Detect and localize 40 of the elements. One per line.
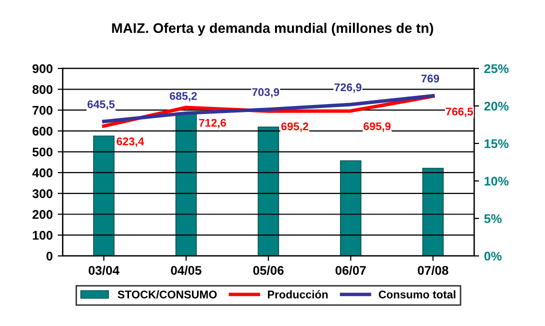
legend-label: Producción [268, 290, 328, 298]
data-label: 712,6 [199, 118, 226, 128]
bar [93, 136, 114, 256]
y-tick-label: 400 [32, 168, 52, 178]
bar [340, 160, 362, 256]
x-tick-label: 07/08 [418, 266, 448, 275]
y-tick-label: 300 [32, 189, 52, 198]
y-tick-label: 600 [32, 126, 52, 136]
y-tick-label: 900 [32, 64, 52, 74]
y2-tick-label: 5% [484, 214, 502, 224]
y-tick-label: 500 [32, 148, 52, 156]
data-label: 623,4 [116, 137, 144, 147]
data-label: 685,2 [170, 92, 197, 102]
y2-tick-label: 15% [484, 139, 509, 148]
y-tick-label: 200 [32, 210, 52, 219]
x-tick-label: 04/05 [170, 266, 202, 275]
data-label: 645,5 [88, 100, 115, 110]
x-tick-label: 05/06 [253, 266, 284, 275]
data-label: 726,9 [334, 83, 362, 93]
bar [422, 168, 444, 256]
x-tick-label: 06/07 [336, 266, 366, 275]
data-label: 703,9 [252, 88, 280, 98]
y-tick-label: 700 [32, 106, 52, 115]
legend-label: Consumo total [378, 290, 456, 298]
data-label: 766,5 [446, 108, 473, 118]
y2-tick-label: 25% [484, 64, 509, 74]
y2-tick-label: 0% [484, 252, 502, 261]
x-tick-label: 03/04 [88, 266, 120, 275]
legend-label: STOCK/CONSUMO [118, 290, 217, 299]
data-label: 769 [421, 74, 440, 82]
y-tick-label: 0 [46, 252, 52, 261]
y2-tick-label: 20% [484, 102, 509, 111]
y-tick-label: 100 [32, 230, 52, 240]
bar [175, 112, 197, 256]
bar [258, 126, 280, 256]
data-label: 695,2 [281, 122, 308, 132]
y-tick-label: 800 [32, 85, 52, 94]
y2-tick-label: 10% [484, 176, 509, 186]
chart-title: MAIZ. Oferta y demanda mundial (millones de tn) [112, 22, 434, 36]
data-label: 695,9 [364, 122, 391, 132]
